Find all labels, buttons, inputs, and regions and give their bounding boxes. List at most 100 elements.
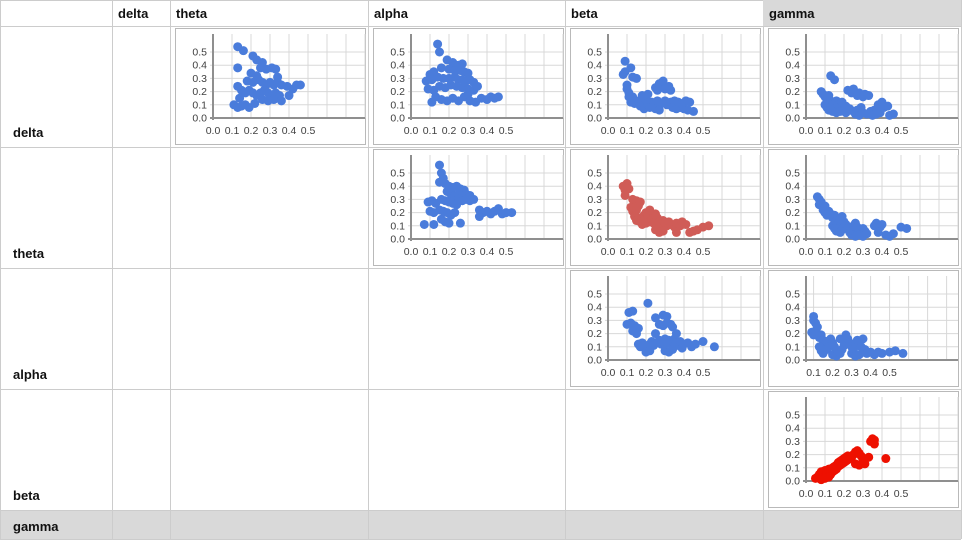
data-point xyxy=(658,76,668,86)
y-tick-label: 0.0 xyxy=(587,113,602,125)
data-point xyxy=(862,229,872,239)
y-tick-label: 0.1 xyxy=(390,220,405,232)
y-tick-label: 0.4 xyxy=(587,181,602,193)
data-point xyxy=(645,205,655,215)
x-tick-label: 0.3 xyxy=(461,246,476,258)
x-tick-label: 0.1 xyxy=(818,488,833,500)
x-tick-label: 0.4 xyxy=(677,367,692,379)
cell-delta-beta[interactable]: 0.0 0.1 0.2 0.3 0.4 0.5 0.0 0.1 0.2 0.3 0.4 0.5 xyxy=(570,28,761,145)
y-tick-label: 0.1 xyxy=(192,99,207,111)
data-point xyxy=(427,97,437,107)
cell-alpha-gamma[interactable]: 0.0 0.1 0.2 0.3 0.4 0.5 0.1 0.2 0.3 0.4 0.5 xyxy=(768,270,959,387)
cell-theta-gamma[interactable]: 0.0 0.1 0.2 0.3 0.4 0.5 0.0 0.1 0.2 0.3 0.4 0.5 xyxy=(768,149,959,266)
x-tick-label: 0.1 xyxy=(225,125,240,137)
data-point xyxy=(433,39,443,49)
y-tick-label: 0.0 xyxy=(785,234,800,246)
column-header-gamma[interactable]: gamma xyxy=(763,0,961,26)
data-point xyxy=(444,218,454,228)
y-tick-label: 0.3 xyxy=(587,194,602,206)
y-tick-label: 0.5 xyxy=(785,47,800,59)
data-point xyxy=(824,472,834,482)
y-tick-label: 0.4 xyxy=(785,423,800,435)
scatter-plot-delta-beta: 0.00.10.20.30.40.50.0 0.1 0.2 0.3 0.4 0.5 xyxy=(587,34,761,137)
data-point xyxy=(276,96,286,106)
data-point xyxy=(620,190,630,200)
data-point xyxy=(463,89,473,99)
data-point xyxy=(671,329,681,339)
x-tick-label: 0.2 xyxy=(442,246,457,258)
y-tick-label: 0.4 xyxy=(390,60,405,72)
corner-cell xyxy=(0,0,112,26)
grid-hline xyxy=(0,539,961,540)
data-point xyxy=(698,337,708,347)
cell-beta-gamma[interactable]: 0.0 0.1 0.2 0.3 0.4 0.5 0.0 0.1 0.2 0.3 0.4 0.5 xyxy=(768,391,959,508)
data-point xyxy=(651,329,660,339)
y-tick-label: 0.5 xyxy=(785,168,800,180)
column-header-beta[interactable]: beta xyxy=(571,5,598,21)
y-tick-label: 0.5 xyxy=(587,289,602,301)
data-point xyxy=(704,221,714,231)
x-tick-label: 0.1 xyxy=(423,246,438,258)
scatter-plot-delta-gamma: 0.00.10.20.30.40.50.0 0.1 0.2 0.3 0.4 0.5 xyxy=(785,34,959,137)
y-tick-label: 0.2 xyxy=(587,86,602,98)
row-header-theta[interactable]: theta xyxy=(13,246,45,261)
y-tick-label: 0.2 xyxy=(587,328,602,340)
y-tick-label: 0.1 xyxy=(785,462,800,474)
y-tick-label: 0.5 xyxy=(192,47,207,59)
column-header-delta[interactable]: delta xyxy=(118,5,149,21)
data-point xyxy=(689,106,698,116)
x-tick-label: 0.4 xyxy=(480,125,495,137)
x-tick-label: 0.3 xyxy=(844,367,859,379)
data-point xyxy=(419,219,429,229)
scatter-plot-delta-alpha: 0.00.10.20.30.40.50.0 0.1 0.2 0.3 0.4 0.5 xyxy=(390,34,564,137)
cell-delta-gamma[interactable]: 0.0 0.1 0.2 0.3 0.4 0.5 0.0 0.1 0.2 0.3 0.4 0.5 xyxy=(768,28,959,145)
data-point xyxy=(628,92,638,102)
cell-delta-alpha[interactable]: 0.0 0.1 0.2 0.3 0.4 0.5 0.0 0.1 0.2 0.3 0.4 0.5 xyxy=(373,28,564,145)
x-tick-label: 0.0 xyxy=(799,488,814,500)
x-tick-label: 0.3 xyxy=(658,125,673,137)
data-point xyxy=(662,311,672,321)
grid-hline xyxy=(0,147,961,148)
row-header-alpha[interactable]: alpha xyxy=(13,367,47,382)
row-header-gamma[interactable]: gamma xyxy=(13,519,59,534)
data-point xyxy=(877,348,887,358)
x-tick-label: 0.2 xyxy=(825,367,840,379)
x-tick-label: 0.3 xyxy=(856,246,871,258)
column-header-alpha[interactable]: alpha xyxy=(374,5,408,21)
y-tick-label: 0.2 xyxy=(785,449,800,461)
x-tick-label: 0.0 xyxy=(601,125,616,137)
x-tick-label: 0.2 xyxy=(639,246,654,258)
data-point xyxy=(864,452,874,462)
y-tick-label: 0.2 xyxy=(785,86,800,98)
row-header-beta[interactable]: beta xyxy=(13,488,40,503)
data-point xyxy=(812,322,822,332)
x-tick-label: 0.2 xyxy=(837,488,852,500)
x-tick-label: 0.5 xyxy=(696,367,711,379)
x-tick-label: 0.2 xyxy=(639,125,654,137)
cell-delta-theta[interactable]: 0.0 0.1 0.2 0.3 0.4 0.5 0.0 0.1 0.2 0.3 0.4 0.5 xyxy=(175,28,366,145)
data-point xyxy=(841,108,851,118)
column-header-theta[interactable]: theta xyxy=(176,5,208,21)
data-point xyxy=(681,219,691,229)
y-tick-label: 0.0 xyxy=(785,476,800,488)
x-tick-label: 0.3 xyxy=(263,125,278,137)
x-tick-label: 0.4 xyxy=(282,125,297,137)
x-tick-label: 0.0 xyxy=(601,246,616,258)
x-tick-label: 0.1 xyxy=(818,246,833,258)
data-point xyxy=(507,208,517,218)
cell-theta-beta[interactable]: 0.0 0.1 0.2 0.3 0.4 0.5 0.0 0.1 0.2 0.3 0.4 0.5 xyxy=(570,149,761,266)
data-point xyxy=(469,194,479,204)
x-tick-label: 0.2 xyxy=(837,125,852,137)
grid-hline xyxy=(0,510,961,511)
cell-alpha-beta[interactable]: 0.0 0.1 0.2 0.3 0.4 0.5 0.0 0.1 0.2 0.3 0.4 0.5 xyxy=(570,270,761,387)
cell-theta-alpha[interactable]: 0.0 0.1 0.2 0.3 0.4 0.5 0.0 0.1 0.2 0.3 0.4 0.5 xyxy=(373,149,564,266)
row-header-delta[interactable]: delta xyxy=(13,125,44,140)
data-point xyxy=(250,98,260,108)
data-point xyxy=(429,219,439,229)
data-point xyxy=(493,92,503,102)
scatter-plot-alpha-gamma: 0.00.10.20.30.40.50.1 0.2 0.3 0.4 0.5 xyxy=(785,276,958,379)
grid-vline xyxy=(368,0,369,539)
x-tick-label: 0.5 xyxy=(894,488,909,500)
data-point xyxy=(690,339,700,349)
